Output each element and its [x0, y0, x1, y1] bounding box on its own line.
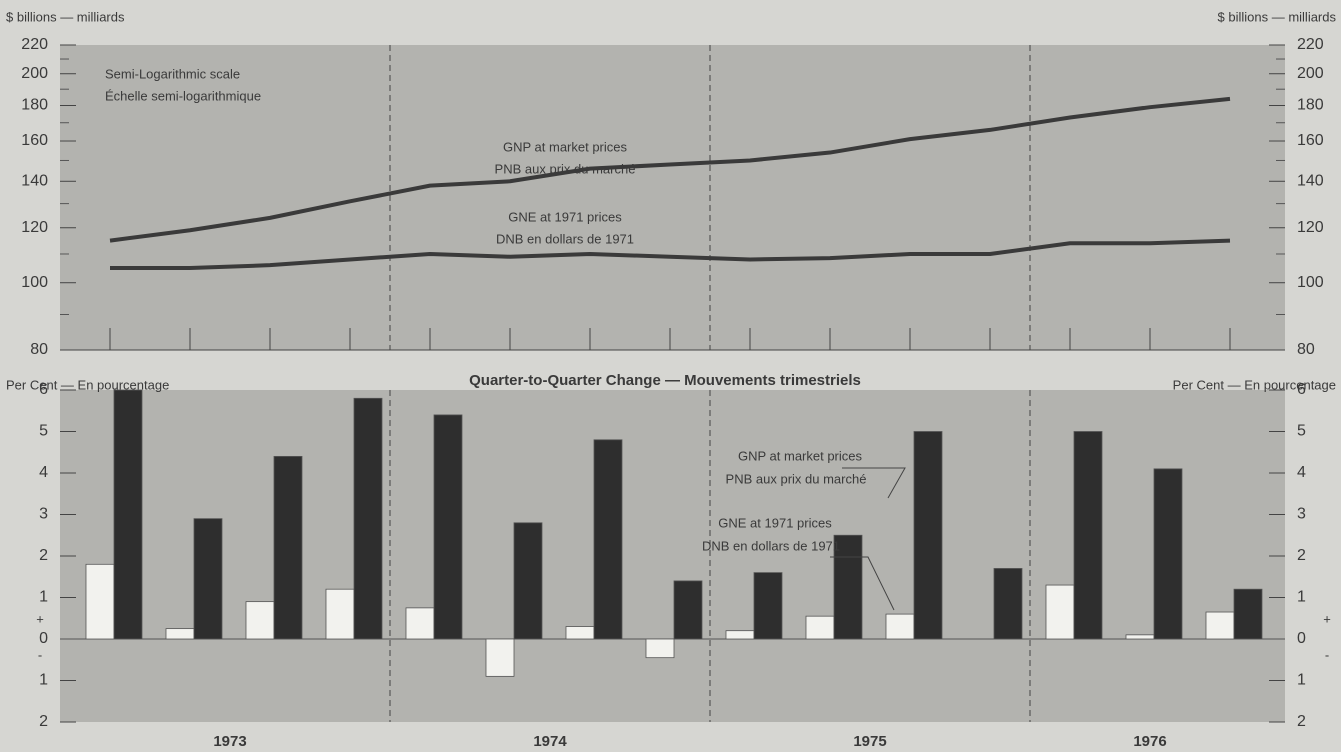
- y-tick-label: 5: [39, 423, 48, 440]
- y2-tick-label: 80: [1297, 341, 1315, 358]
- sign-label: +: [1323, 611, 1331, 626]
- year-label: 1974: [533, 733, 567, 750]
- y-tick-label: 1: [39, 672, 48, 689]
- y2-tick-label: 120: [1297, 219, 1324, 236]
- bar: [325, 588, 355, 640]
- y2-tick-label: 2: [1297, 547, 1306, 564]
- line: [110, 238, 1231, 271]
- bar: [565, 626, 595, 640]
- y2-tick-label: 0: [1297, 630, 1306, 647]
- series-label: GNE at 1971 prices: [508, 209, 622, 224]
- annotation: Semi-Logarithmic scale: [105, 66, 240, 81]
- y2-tick-label: 1: [1297, 589, 1306, 606]
- y2-tick-label: 6: [1297, 381, 1306, 398]
- y-tick-label: 4: [39, 464, 48, 481]
- plot-background: [60, 45, 1285, 350]
- bar: [753, 572, 783, 640]
- bar: [1045, 584, 1075, 640]
- y-tick-label: 180: [21, 97, 48, 114]
- y-axis-label: Per Cent — En pourcentage: [6, 377, 169, 392]
- bar: [485, 638, 515, 677]
- y2-axis-label: Per Cent — En pourcentage: [1173, 377, 1336, 392]
- sign-label: -: [1325, 647, 1329, 662]
- sign-label: -: [38, 647, 42, 662]
- y2-tick-label: 220: [1297, 36, 1324, 53]
- bar: [113, 389, 143, 640]
- bar: [673, 580, 703, 640]
- y2-tick-label: 1: [1297, 672, 1306, 689]
- y-tick-label: 220: [21, 36, 48, 53]
- series-label: PNB aux prix du marché: [495, 161, 636, 176]
- bar: [273, 455, 303, 640]
- bar: [1205, 611, 1235, 640]
- y-tick-label: 160: [21, 132, 48, 149]
- arrow: [830, 556, 895, 611]
- bar: [885, 613, 915, 640]
- y-tick-label: 2: [39, 713, 48, 730]
- y2-tick-label: 140: [1297, 172, 1324, 189]
- y-tick-label: 1: [39, 589, 48, 606]
- bar: [165, 628, 195, 640]
- sign-label: +: [36, 611, 44, 626]
- series-label: GNP at market prices: [738, 448, 863, 463]
- year-label: 1975: [853, 733, 886, 750]
- bar: [993, 568, 1023, 640]
- bar: [805, 615, 835, 640]
- chart-title: Quarter-to-Quarter Change — Mouvements t…: [469, 372, 861, 389]
- series-label: GNP at market prices: [503, 139, 628, 154]
- bar: [1153, 468, 1183, 640]
- bar: [405, 607, 435, 640]
- series-label: GNE at 1971 prices: [718, 515, 832, 530]
- bar: [433, 414, 463, 640]
- bar: [513, 522, 543, 640]
- y-tick-label: 80: [30, 341, 48, 358]
- line: [109, 96, 1231, 243]
- bar: [353, 397, 383, 640]
- y-tick-label: 140: [21, 172, 48, 189]
- y2-tick-label: 180: [1297, 97, 1324, 114]
- bar: [193, 518, 223, 640]
- y2-tick-label: 160: [1297, 132, 1324, 149]
- y2-axis-label: $ billions — milliards: [1218, 9, 1337, 24]
- y2-tick-label: 100: [1297, 274, 1324, 291]
- y-tick-label: 120: [21, 219, 48, 236]
- y-tick-label: 6: [39, 381, 48, 398]
- y-tick-label: 2: [39, 547, 48, 564]
- bar: [1073, 431, 1103, 640]
- bar: [913, 431, 943, 640]
- y2-tick-label: 5: [1297, 423, 1306, 440]
- series-label: DNB en dollars de 1971: [496, 231, 634, 246]
- y-tick-label: 100: [21, 274, 48, 291]
- y2-tick-label: 200: [1297, 65, 1324, 82]
- y2-tick-label: 3: [1297, 506, 1306, 523]
- series-label: PNB aux prix du marché: [726, 471, 867, 486]
- y-tick-label: 3: [39, 506, 48, 523]
- arrow: [842, 467, 906, 499]
- y-tick-label: 0: [39, 630, 48, 647]
- bar: [593, 439, 623, 640]
- bar: [725, 630, 755, 640]
- year-label: 1973: [213, 733, 246, 750]
- bar: [645, 638, 675, 659]
- bar: [833, 534, 863, 640]
- y-axis-label: $ billions — milliards: [6, 9, 125, 24]
- annotation: Échelle semi-logarithmique: [105, 88, 261, 103]
- bar: [245, 601, 275, 640]
- y2-tick-label: 4: [1297, 464, 1306, 481]
- bar: [1233, 588, 1263, 640]
- year-label: 1976: [1133, 733, 1166, 750]
- series-label: DNB en dollars de 1971: [702, 538, 840, 553]
- y2-tick-label: 2: [1297, 713, 1306, 730]
- bar: [1125, 634, 1155, 640]
- y-tick-label: 200: [21, 65, 48, 82]
- bar: [85, 563, 115, 640]
